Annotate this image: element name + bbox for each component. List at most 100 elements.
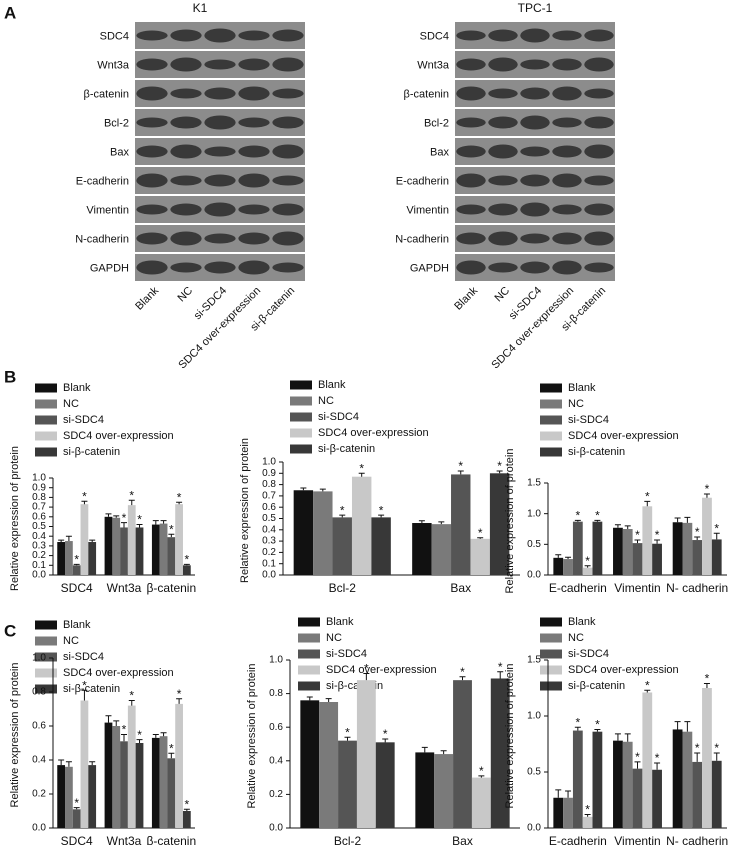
- bar: [65, 766, 73, 828]
- bar: [632, 768, 643, 828]
- legend-swatch: [290, 428, 312, 438]
- blot-band: [170, 262, 202, 273]
- bar: [167, 758, 176, 828]
- legend-swatch: [35, 431, 57, 441]
- y-tick-label: 0.4: [262, 524, 276, 535]
- protein-label: Vimentin: [86, 204, 129, 216]
- y-axis-label: Relative expression of protein: [9, 663, 21, 808]
- bar: [293, 490, 314, 575]
- protein-label: Wnt3a: [97, 59, 130, 71]
- bar: [412, 523, 432, 575]
- y-tick-label: 1.0: [269, 655, 283, 666]
- x-tick-label: E-cadherin: [549, 834, 607, 845]
- legend-swatch: [298, 617, 320, 627]
- error-bar: [168, 533, 175, 538]
- lane-label: Blank: [452, 284, 480, 312]
- legend-swatch: [290, 380, 312, 390]
- legend-label: Blank: [63, 382, 91, 394]
- legend-swatch: [540, 649, 562, 659]
- blot-band: [552, 86, 582, 101]
- blot-band: [488, 88, 518, 99]
- bar: [553, 557, 564, 575]
- legend-label: si-SDC4: [318, 411, 359, 423]
- significance-marker: *: [137, 513, 142, 527]
- significance-marker: *: [129, 689, 134, 703]
- error-bar: [306, 696, 313, 701]
- legend-label: SDC4 over-expression: [326, 664, 437, 676]
- legend-label: SDC4 over-expression: [568, 664, 679, 676]
- legend-label: si-SDC4: [326, 648, 367, 660]
- significance-marker: *: [185, 797, 190, 811]
- y-tick-label: 0.8: [32, 492, 46, 503]
- blot-band: [272, 203, 304, 216]
- y-tick-label: 0.3: [32, 541, 46, 552]
- error-bar: [594, 519, 601, 522]
- bar: [711, 760, 722, 828]
- x-tick-label: β-catenin: [147, 834, 197, 845]
- significance-marker: *: [585, 803, 590, 817]
- y-tick-label: 0.8: [262, 479, 276, 490]
- error-bar: [89, 539, 96, 543]
- y-tick-label: 0.2: [32, 550, 46, 561]
- blot-band: [272, 29, 304, 42]
- significance-marker: *: [479, 764, 484, 778]
- bar: [622, 741, 633, 828]
- significance-marker: *: [585, 554, 590, 568]
- blot-band: [272, 262, 304, 273]
- x-tick-label: Wnt3a: [107, 581, 142, 595]
- bar: [415, 752, 435, 828]
- bar: [80, 504, 89, 575]
- blot-band: [552, 58, 582, 71]
- significance-marker: *: [714, 521, 719, 535]
- panel-label: C: [4, 621, 16, 640]
- significance-marker: *: [655, 528, 660, 542]
- bar: [88, 542, 97, 575]
- significance-marker: *: [177, 490, 182, 504]
- y-tick-label: 0.6: [262, 502, 276, 513]
- blot-band: [136, 173, 168, 188]
- y-tick-label: 0.3: [262, 536, 276, 547]
- error-bar: [584, 565, 591, 568]
- legend-label: si-β-catenin: [568, 446, 625, 458]
- bar: [159, 736, 168, 828]
- y-tick-label: 0.0: [32, 823, 46, 834]
- error-bar: [382, 738, 389, 743]
- blot-band: [272, 175, 304, 186]
- legend-label: NC: [326, 632, 342, 644]
- y-tick-label: 0.9: [32, 482, 46, 493]
- blot-band: [488, 57, 518, 72]
- blot-band: [272, 57, 304, 72]
- legend-label: si-SDC4: [568, 648, 609, 660]
- bar: [182, 811, 191, 828]
- significance-marker: *: [82, 489, 87, 503]
- legend-swatch: [540, 447, 562, 457]
- error-bar: [694, 752, 701, 762]
- bar: [135, 527, 144, 575]
- blot-band: [488, 175, 518, 186]
- y-tick-label: 1.0: [527, 508, 541, 519]
- bar: [313, 491, 333, 575]
- y-tick-label: 0.4: [32, 531, 46, 542]
- legend-swatch: [290, 396, 312, 406]
- legend-label: NC: [63, 635, 79, 647]
- bar: [682, 522, 693, 575]
- x-tick-label: E-cadherin: [549, 581, 607, 595]
- protein-label: Bcl-2: [424, 117, 449, 129]
- legend-label: NC: [568, 398, 584, 410]
- legend-label: NC: [568, 632, 584, 644]
- bar: [151, 737, 160, 828]
- error-bar: [674, 517, 681, 523]
- protein-label: β-catenin: [404, 88, 449, 100]
- y-tick-label: 0.6: [32, 721, 46, 732]
- bar: [563, 559, 573, 575]
- blot-band: [204, 87, 236, 100]
- y-tick-label: 0.5: [32, 521, 46, 532]
- y-tick-label: 0.8: [32, 687, 46, 698]
- error-bar: [121, 734, 127, 742]
- y-tick-label: 0.4: [32, 755, 46, 766]
- error-bar: [674, 721, 681, 730]
- error-bar: [654, 762, 661, 770]
- bar: [57, 542, 66, 575]
- bar: [351, 476, 372, 575]
- blot-band: [456, 232, 486, 245]
